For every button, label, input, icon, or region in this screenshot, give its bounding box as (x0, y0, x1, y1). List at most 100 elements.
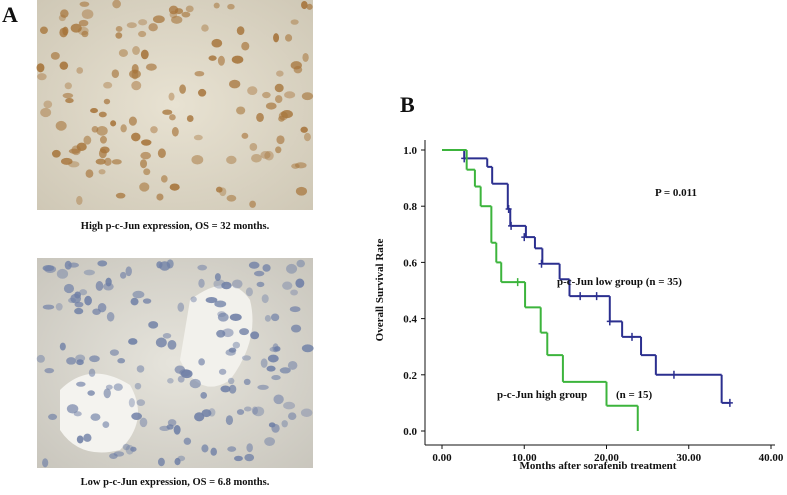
nucleus (169, 114, 176, 121)
nucleus (273, 33, 280, 43)
censor-mark (593, 292, 600, 301)
nucleus (130, 446, 137, 452)
nucleus (179, 84, 186, 94)
nucleus (162, 109, 173, 115)
nucleus (260, 358, 268, 368)
nucleus (39, 26, 48, 35)
nucleus (253, 270, 265, 277)
nucleus (44, 265, 57, 273)
nucleus (251, 406, 258, 415)
nucleus (282, 281, 293, 290)
nucleus (167, 378, 174, 384)
censor-mark (577, 292, 584, 301)
nucleus (283, 401, 296, 410)
nucleus (98, 111, 107, 118)
nucleus (295, 162, 307, 169)
nucleus (183, 437, 192, 445)
nucleus (64, 260, 72, 270)
nucleus (225, 415, 234, 426)
nucleus (201, 24, 209, 32)
nucleus (156, 193, 164, 201)
nucleus (198, 278, 205, 288)
nucleus (59, 61, 69, 70)
legend-entry: p-c-Jun low group (n = 35) (557, 276, 682, 288)
x-tick-label: 10.00 (512, 452, 537, 464)
nucleus (130, 297, 139, 306)
nucleus (95, 158, 106, 165)
nucleus (58, 14, 66, 22)
nucleus (241, 132, 249, 139)
nucleus (301, 0, 308, 10)
y-tick-label: 0.8 (403, 201, 417, 213)
nucleus (139, 417, 148, 428)
nucleus (193, 134, 203, 141)
x-tick-label: 20.00 (594, 452, 619, 464)
nucleus (125, 266, 132, 277)
nucleus (140, 159, 148, 169)
nucleus (289, 306, 301, 313)
nucleus (232, 341, 241, 349)
nucleus (290, 61, 302, 70)
nucleus (36, 63, 45, 73)
nucleus (103, 98, 111, 105)
nucleus (79, 289, 88, 296)
nucleus (171, 15, 183, 24)
nucleus (96, 125, 108, 136)
nucleus (181, 11, 191, 18)
lumen (60, 373, 138, 453)
nucleus (301, 344, 314, 353)
nucleus (251, 153, 262, 163)
censor-mark (726, 398, 733, 407)
nucleus (110, 120, 117, 127)
nucleus (262, 91, 271, 99)
nucleus (132, 290, 145, 299)
nucleus (215, 186, 223, 193)
y-tick-label: 1.0 (403, 145, 417, 157)
nucleus (81, 9, 94, 20)
nucleus (83, 135, 92, 145)
x-axis-label: Months after sorafenib treatment (520, 460, 677, 472)
nucleus (148, 23, 158, 32)
nucleus (62, 92, 74, 99)
nucleus (109, 349, 119, 356)
nucleus (115, 26, 123, 32)
nucleus (98, 169, 106, 175)
nucleus (78, 19, 89, 27)
nucleus (173, 424, 181, 435)
nucleus (74, 307, 84, 315)
nucleus (102, 421, 110, 429)
nucleus (66, 357, 77, 365)
nucleus (128, 338, 138, 345)
nucleus (168, 92, 175, 101)
nucleus (55, 303, 63, 311)
nucleus (302, 53, 309, 62)
nucleus (139, 182, 150, 192)
nucleus (66, 404, 79, 414)
nucleus (198, 358, 205, 366)
nucleus (261, 294, 269, 304)
nucleus (221, 281, 232, 290)
nucleus (256, 281, 265, 288)
nucleus (143, 168, 151, 176)
nucleus (83, 269, 95, 276)
nucleus (77, 26, 89, 36)
nucleus (194, 412, 205, 422)
nucleus (132, 46, 140, 55)
nucleus (166, 259, 174, 269)
nucleus (97, 260, 108, 267)
nucleus (87, 390, 95, 396)
nucleus (103, 81, 113, 89)
nucleus (62, 26, 69, 36)
x-tick-label: 0.00 (432, 452, 452, 464)
nucleus (76, 435, 84, 444)
nucleus (70, 23, 82, 33)
nucleus (79, 1, 90, 7)
nucleus (56, 268, 69, 279)
nucleus (268, 422, 276, 428)
nucleus (128, 397, 135, 408)
nucleus (247, 86, 258, 96)
nucleus (141, 139, 152, 146)
nucleus (226, 155, 237, 165)
nucleus (228, 384, 237, 394)
nucleus (148, 321, 159, 329)
